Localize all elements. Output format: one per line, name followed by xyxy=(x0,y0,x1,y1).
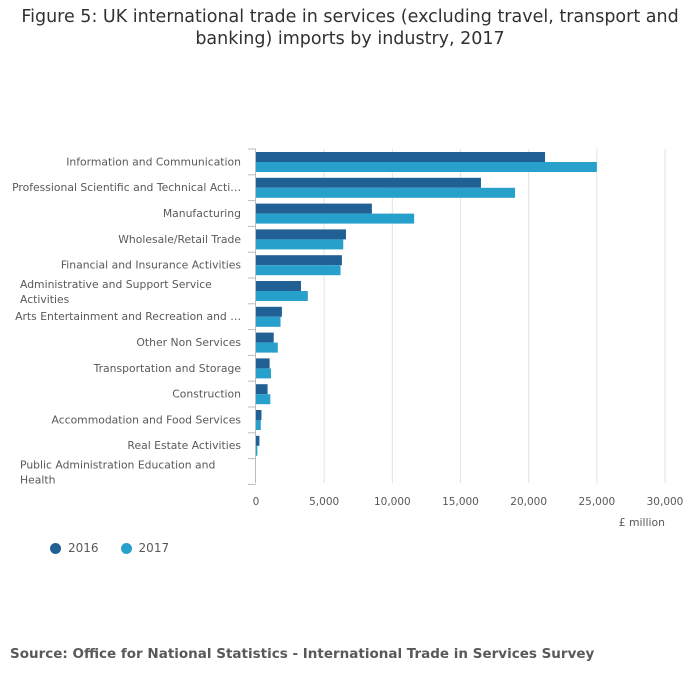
gridlines xyxy=(248,148,666,485)
category-label: Health xyxy=(20,474,55,487)
bar-2016 xyxy=(256,332,274,343)
legend: 2016 2017 xyxy=(50,541,169,555)
x-tick-label: 15,000 xyxy=(442,496,479,508)
category-label: Financial and Insurance Activities xyxy=(61,259,241,272)
chart-title: Figure 5: UK international trade in serv… xyxy=(21,7,679,49)
x-tick-label: 25,000 xyxy=(578,496,615,508)
bars xyxy=(256,152,597,456)
category-label: Arts Entertainment and Recreation and … xyxy=(15,310,241,323)
bar-2017 xyxy=(256,291,308,301)
x-tick-label: 20,000 xyxy=(510,496,547,508)
bar-2016 xyxy=(256,384,268,395)
bar-2017 xyxy=(256,316,281,327)
x-axis-title: £ million xyxy=(619,516,665,529)
x-tick-label: 30,000 xyxy=(647,496,684,508)
legend-swatch-2016 xyxy=(50,542,61,554)
source-note: Source: Office for National Statistics -… xyxy=(10,646,595,662)
bar-2016 xyxy=(256,435,260,446)
category-label: Other Non Services xyxy=(136,336,241,349)
category-label: Public Administration Education and xyxy=(20,459,215,472)
legend-label-2016: 2016 xyxy=(68,541,99,555)
bar-2016 xyxy=(256,152,546,162)
bar-2016 xyxy=(256,281,301,291)
category-label: Professional Scientific and Technical Ac… xyxy=(12,181,241,194)
category-label: Accommodation and Food Services xyxy=(52,413,242,426)
x-tick-label: 0 xyxy=(253,496,260,508)
bar-2017 xyxy=(256,187,516,198)
bar-2017 xyxy=(256,445,258,456)
bar-2017 xyxy=(256,265,341,276)
bar-2016 xyxy=(256,306,282,317)
category-label: Transportation and Storage xyxy=(93,362,242,375)
category-label: Activities xyxy=(20,293,70,306)
bar-chart: Information and Communication Professiona… xyxy=(12,148,684,529)
category-label: Manufacturing xyxy=(163,207,241,220)
x-tick-label: 10,000 xyxy=(374,496,411,508)
bar-2017 xyxy=(256,239,344,250)
category-label: Wholesale/Retail Trade xyxy=(118,233,241,246)
bar-2017 xyxy=(256,162,597,172)
category-label: Real Estate Activities xyxy=(127,439,241,452)
bar-2017 xyxy=(256,394,271,405)
x-tick-label: 5,000 xyxy=(309,496,339,508)
legend-item-2016[interactable]: 2016 xyxy=(50,541,99,555)
x-axis-ticks: 0 5,000 10,000 15,000 20,000 25,000 30,000 xyxy=(253,496,684,508)
bar-2016 xyxy=(256,203,372,214)
category-label: Administrative and Support Service xyxy=(20,278,212,291)
bar-2017 xyxy=(256,368,271,379)
bar-2017 xyxy=(256,213,415,224)
bar-2016 xyxy=(256,229,346,240)
legend-swatch-2017 xyxy=(120,542,132,554)
category-label: Information and Communication xyxy=(66,155,241,168)
legend-item-2017[interactable]: 2017 xyxy=(120,541,170,555)
bar-2017 xyxy=(256,420,261,430)
bar-2016 xyxy=(256,410,262,420)
legend-label-2017: 2017 xyxy=(138,541,170,555)
category-label: Construction xyxy=(172,388,241,401)
bar-2017 xyxy=(256,342,278,353)
bar-2016 xyxy=(256,177,481,188)
category-labels: Information and Communication Professiona… xyxy=(12,155,241,486)
bar-2016 xyxy=(256,358,270,369)
bar-2016 xyxy=(256,255,342,266)
